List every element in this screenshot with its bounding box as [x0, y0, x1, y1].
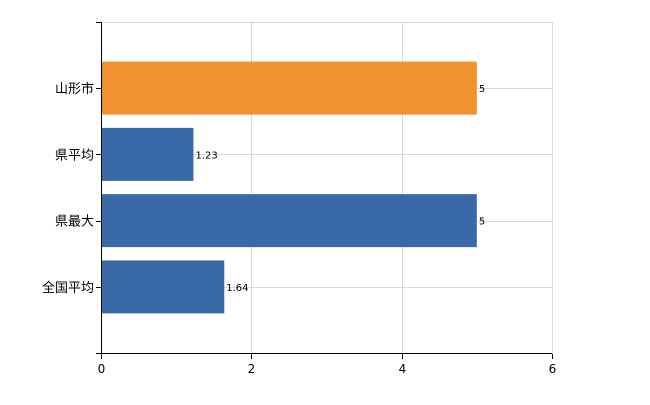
x-tick-label-2: 2: [248, 362, 256, 376]
data-label-2: 1.23: [195, 150, 217, 161]
label-layer: 5 山形市 1.23 県平均 5 県最大 1.64 全国平均 0 2 4 6: [42, 81, 556, 376]
category-label-2: 県平均: [55, 148, 94, 163]
data-label-3: 5: [479, 217, 485, 228]
bar-3: [102, 194, 477, 248]
data-label-4: 1.64: [226, 283, 248, 294]
bar-2: [102, 127, 194, 181]
category-label-1: 山形市: [55, 81, 94, 97]
category-label-3: 県最大: [55, 215, 94, 230]
bar-1: [102, 61, 477, 115]
data-label-1: 5: [479, 84, 485, 95]
category-label-4: 全国平均: [42, 280, 94, 296]
bar-4: [102, 260, 225, 314]
x-tick-label-0: 0: [98, 362, 106, 376]
axis-layer: [96, 22, 553, 359]
bar-layer: [102, 61, 477, 314]
x-tick-label-6: 6: [549, 362, 557, 376]
x-tick-label-4: 4: [399, 362, 407, 376]
